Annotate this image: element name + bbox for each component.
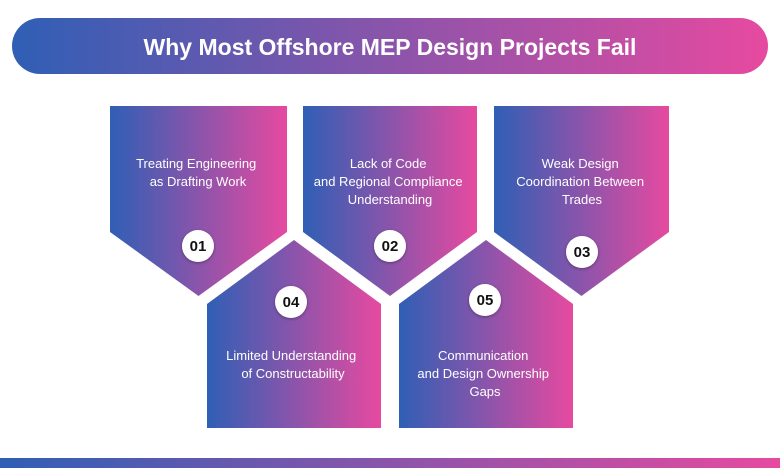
number-label-02: 02 <box>382 238 399 255</box>
card-shape-03 <box>494 106 669 296</box>
number-badge-05 <box>469 284 501 316</box>
card-shape-04 <box>207 240 381 428</box>
card-text-05: Communication and Design Ownership Gaps <box>417 348 552 399</box>
card-03-line-1: Weak Design <box>542 156 619 171</box>
card-text-04: Limited Understanding of Constructabilit… <box>226 348 360 381</box>
failure-card-02: Lack of Code and Regional Compliance Und… <box>303 106 477 296</box>
card-03-line-2: Coordination Between <box>516 174 644 189</box>
number-badge-04 <box>275 286 307 318</box>
number-label-03: 03 <box>574 244 591 261</box>
card-03-line-3: Trades <box>562 192 602 207</box>
card-05-line-1: Communication <box>438 348 528 363</box>
number-label-05: 05 <box>477 292 494 309</box>
number-badge-01 <box>182 230 214 262</box>
title-banner: Why Most Offshore MEP Design Projects Fa… <box>12 18 768 74</box>
number-badge-03 <box>566 236 598 268</box>
number-badge-02 <box>374 230 406 262</box>
card-01-line-1: Treating Engineering <box>136 156 256 171</box>
card-text-03: Weak Design Coordination Between Trades <box>516 156 648 207</box>
page-title: Why Most Offshore MEP Design Projects Fa… <box>144 34 637 60</box>
card-01-line-2: as Drafting Work <box>150 174 247 189</box>
card-text-02: Lack of Code and Regional Compliance Und… <box>314 156 467 207</box>
title-banner-background <box>12 18 768 74</box>
number-label-04: 04 <box>283 294 300 311</box>
card-04-line-1: Limited Understanding <box>226 348 356 363</box>
failure-card-04: 04 Limited Understanding of Constructabi… <box>207 240 381 428</box>
card-05-line-2: and Design Ownership <box>417 366 549 381</box>
card-shape-02 <box>303 106 477 296</box>
bottom-accent-bar <box>0 458 780 468</box>
card-02-line-2: and Regional Compliance <box>314 174 463 189</box>
card-shape-05 <box>399 240 573 428</box>
failure-card-03: Weak Design Coordination Between Trades … <box>494 106 669 296</box>
card-text-01: Treating Engineering as Drafting Work <box>136 156 260 189</box>
failure-card-05: 05 Communication and Design Ownership Ga… <box>399 240 573 428</box>
card-04-line-2: of Constructability <box>241 366 345 381</box>
number-label-01: 01 <box>190 238 207 255</box>
failure-card-01: Treating Engineering as Drafting Work 01 <box>110 106 287 296</box>
card-02-line-1: Lack of Code <box>350 156 427 171</box>
card-shape-01 <box>110 106 287 296</box>
card-05-line-3: Gaps <box>469 384 501 399</box>
card-02-line-3: Understanding <box>348 192 433 207</box>
